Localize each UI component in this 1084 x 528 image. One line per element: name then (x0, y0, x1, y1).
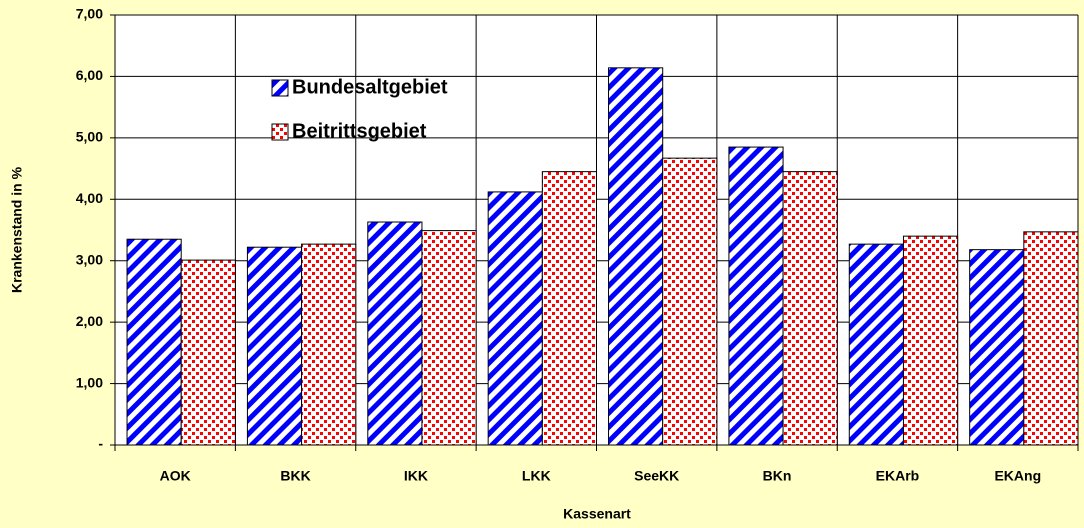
y-tick-label: 1,00 (76, 374, 103, 390)
y-tick-label: 7,00 (76, 6, 103, 22)
y-tick-label: 2,00 (76, 313, 103, 329)
bar (728, 146, 784, 446)
x-tick-label: EKAng (994, 468, 1041, 484)
legend-label: Bundesaltgebiet (292, 76, 448, 98)
bar (421, 230, 477, 446)
x-tick-label: BKK (280, 468, 310, 484)
y-tick-label: 5,00 (76, 129, 103, 145)
bar (246, 246, 303, 446)
x-axis-title: Kassenart (563, 506, 631, 522)
y-axis-title: Krankenstand in % (9, 166, 25, 293)
x-tick-label: LKK (522, 468, 551, 484)
bar (969, 249, 1025, 446)
x-tick-label: SeeKK (634, 468, 679, 484)
y-tick-label: - (98, 436, 103, 452)
bar (180, 259, 236, 446)
x-tick-label: EKArb (876, 468, 920, 484)
bar (487, 191, 543, 446)
y-tick-label: 4,00 (76, 190, 103, 206)
bar (662, 157, 718, 446)
bar (367, 221, 423, 446)
x-tick-label: AOK (160, 468, 191, 484)
legend-label: Beitrittsgebiet (292, 120, 427, 142)
bar (608, 67, 664, 446)
bar (848, 243, 904, 446)
bar (1023, 231, 1079, 446)
bar (126, 238, 182, 446)
y-tick-label: 6,00 (76, 67, 103, 83)
bar (782, 171, 838, 446)
x-tick-label: IKK (404, 468, 428, 484)
legend-swatch (271, 123, 289, 141)
y-tick-label: 3,00 (76, 251, 103, 267)
x-tick-label: BKn (763, 468, 792, 484)
bar (541, 171, 597, 446)
legend-swatch (271, 79, 289, 97)
bar (902, 235, 959, 446)
bar (301, 243, 357, 446)
